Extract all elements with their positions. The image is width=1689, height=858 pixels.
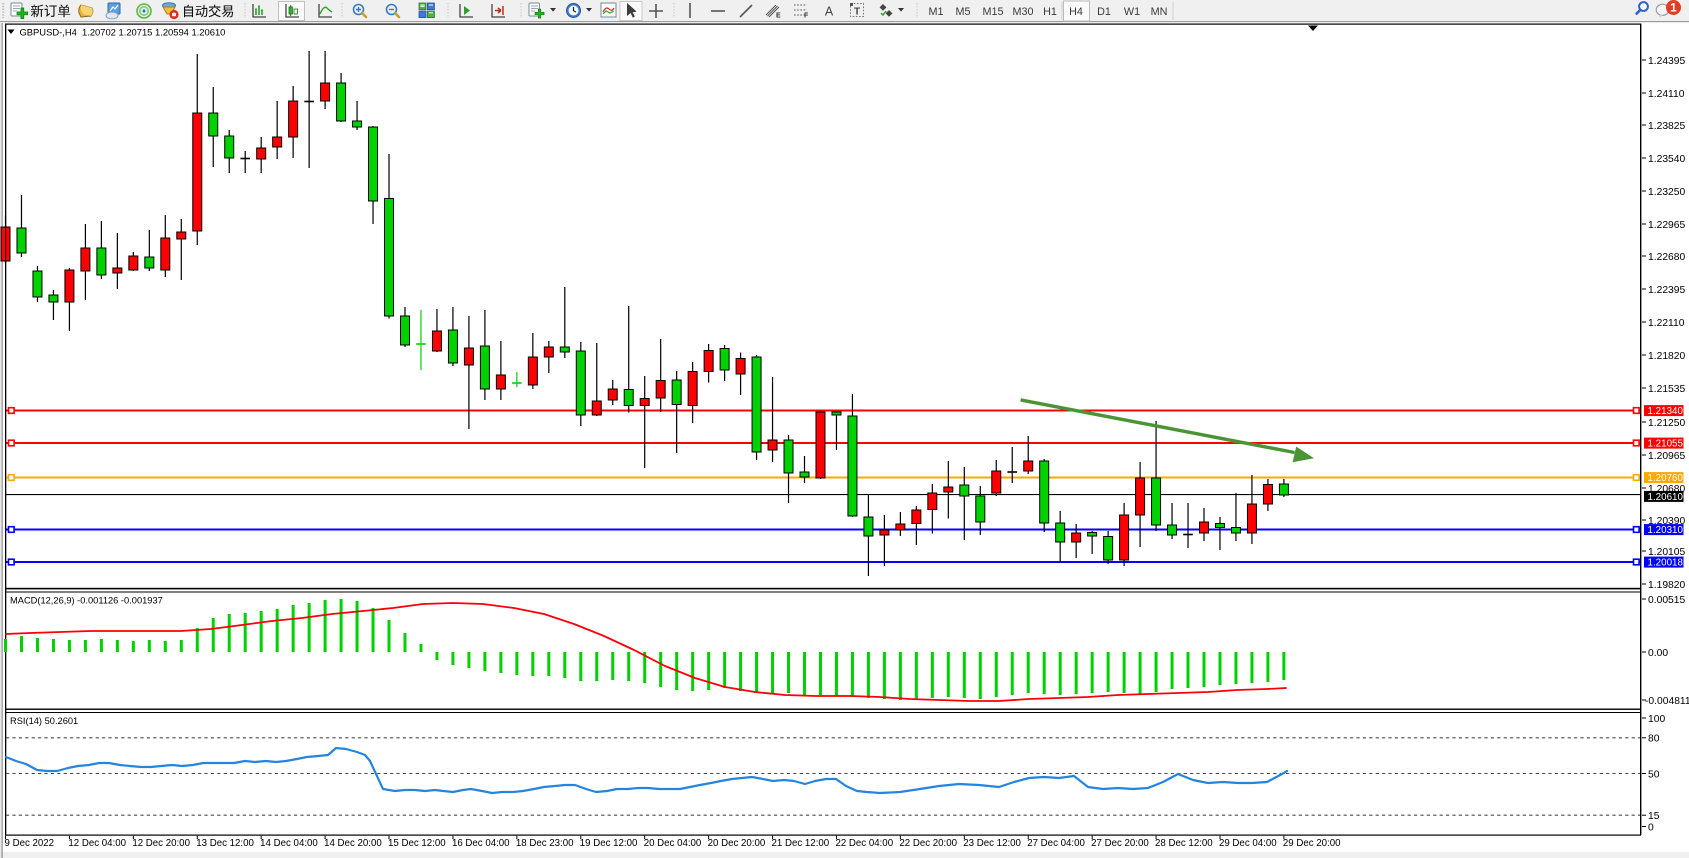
svg-text:1.24395: 1.24395 bbox=[1648, 56, 1685, 67]
svg-text:22 Dec 04:00: 22 Dec 04:00 bbox=[835, 838, 893, 849]
svg-text:23 Dec 12:00: 23 Dec 12:00 bbox=[963, 838, 1021, 849]
svg-text:80: 80 bbox=[1648, 734, 1660, 745]
svg-text:27 Dec 20:00: 27 Dec 20:00 bbox=[1091, 838, 1149, 849]
svg-text:28 Dec 12:00: 28 Dec 12:00 bbox=[1155, 838, 1213, 849]
svg-text:M15: M15 bbox=[982, 6, 1003, 18]
svg-text:M5: M5 bbox=[956, 6, 971, 18]
svg-text:16 Dec 04:00: 16 Dec 04:00 bbox=[452, 838, 510, 849]
svg-text:0: 0 bbox=[1648, 822, 1654, 833]
svg-text:1.19820: 1.19820 bbox=[1648, 580, 1685, 591]
svg-text:1.22680: 1.22680 bbox=[1648, 252, 1685, 263]
svg-text:1.20105: 1.20105 bbox=[1648, 547, 1685, 558]
svg-text:1.22965: 1.22965 bbox=[1648, 220, 1685, 231]
svg-text:1.22395: 1.22395 bbox=[1648, 285, 1685, 296]
svg-text:1.20390: 1.20390 bbox=[1648, 516, 1685, 527]
svg-text:W1: W1 bbox=[1124, 6, 1140, 18]
svg-text:1.20310: 1.20310 bbox=[1648, 525, 1684, 536]
svg-text:21 Dec 12:00: 21 Dec 12:00 bbox=[772, 838, 830, 849]
svg-text:T: T bbox=[854, 7, 860, 18]
svg-text:1: 1 bbox=[1670, 1, 1677, 15]
svg-text:H1: H1 bbox=[1043, 6, 1057, 18]
svg-text:0.00515: 0.00515 bbox=[1648, 595, 1685, 606]
svg-text:A: A bbox=[825, 4, 834, 18]
svg-text:20 Dec 20:00: 20 Dec 20:00 bbox=[708, 838, 766, 849]
svg-text:22 Dec 20:00: 22 Dec 20:00 bbox=[899, 838, 957, 849]
svg-text:13 Dec 12:00: 13 Dec 12:00 bbox=[196, 838, 254, 849]
svg-text:1.21820: 1.21820 bbox=[1648, 351, 1685, 362]
svg-text:MN: MN bbox=[1151, 6, 1168, 18]
svg-text:1.24110: 1.24110 bbox=[1648, 89, 1685, 100]
svg-text:1.23540: 1.23540 bbox=[1648, 154, 1685, 165]
svg-text:100: 100 bbox=[1648, 714, 1665, 725]
svg-text:29 Dec 20:00: 29 Dec 20:00 bbox=[1283, 838, 1341, 849]
svg-text:RSI(14) 50.2601: RSI(14) 50.2601 bbox=[10, 716, 78, 726]
svg-text:1.21535: 1.21535 bbox=[1648, 384, 1685, 395]
svg-text:M1: M1 bbox=[929, 6, 944, 18]
svg-text:1.21250: 1.21250 bbox=[1648, 418, 1685, 429]
svg-text:1.20760: 1.20760 bbox=[1648, 473, 1684, 484]
svg-text:E: E bbox=[776, 13, 781, 20]
svg-text:0.00: 0.00 bbox=[1648, 648, 1668, 659]
svg-text:-0.004811: -0.004811 bbox=[1645, 696, 1689, 707]
svg-text:27 Dec 04:00: 27 Dec 04:00 bbox=[1027, 838, 1085, 849]
svg-text:14 Dec 20:00: 14 Dec 20:00 bbox=[324, 838, 382, 849]
svg-text:19 Dec 12:00: 19 Dec 12:00 bbox=[580, 838, 638, 849]
svg-text:1.23825: 1.23825 bbox=[1648, 121, 1685, 132]
svg-text:MACD(12,26,9) -0.001126 -0.001: MACD(12,26,9) -0.001126 -0.001937 bbox=[10, 596, 163, 606]
svg-text:1.23250: 1.23250 bbox=[1648, 187, 1685, 198]
svg-text:12 Dec 04:00: 12 Dec 04:00 bbox=[68, 838, 126, 849]
svg-text:1.20018: 1.20018 bbox=[1648, 558, 1684, 569]
svg-text:M30: M30 bbox=[1012, 6, 1033, 18]
svg-text:H4: H4 bbox=[1069, 6, 1083, 18]
svg-text:15 Dec 12:00: 15 Dec 12:00 bbox=[388, 838, 446, 849]
svg-text:29 Dec 04:00: 29 Dec 04:00 bbox=[1219, 838, 1277, 849]
svg-text:14 Dec 04:00: 14 Dec 04:00 bbox=[260, 838, 318, 849]
svg-text:15: 15 bbox=[1648, 811, 1660, 822]
svg-text:12 Dec 20:00: 12 Dec 20:00 bbox=[132, 838, 190, 849]
svg-text:1.20610: 1.20610 bbox=[1648, 492, 1684, 503]
svg-text:1.20965: 1.20965 bbox=[1648, 451, 1685, 462]
svg-text:GBPUSD-,H4 1.20702 1.20715 1.: GBPUSD-,H4 1.20702 1.20715 1.20594 1.206… bbox=[20, 27, 226, 38]
svg-text:1.20680: 1.20680 bbox=[1648, 484, 1685, 495]
svg-text:20 Dec 04:00: 20 Dec 04:00 bbox=[644, 838, 702, 849]
svg-text:D1: D1 bbox=[1097, 6, 1111, 18]
svg-text:1.22110: 1.22110 bbox=[1648, 318, 1685, 329]
svg-text:F: F bbox=[804, 13, 809, 20]
svg-text:1.21340: 1.21340 bbox=[1648, 406, 1684, 417]
svg-text:18 Dec 23:00: 18 Dec 23:00 bbox=[516, 838, 574, 849]
svg-text:50: 50 bbox=[1648, 769, 1660, 780]
svg-text:1.21055: 1.21055 bbox=[1648, 439, 1684, 450]
svg-text:9 Dec 2022: 9 Dec 2022 bbox=[5, 838, 55, 849]
